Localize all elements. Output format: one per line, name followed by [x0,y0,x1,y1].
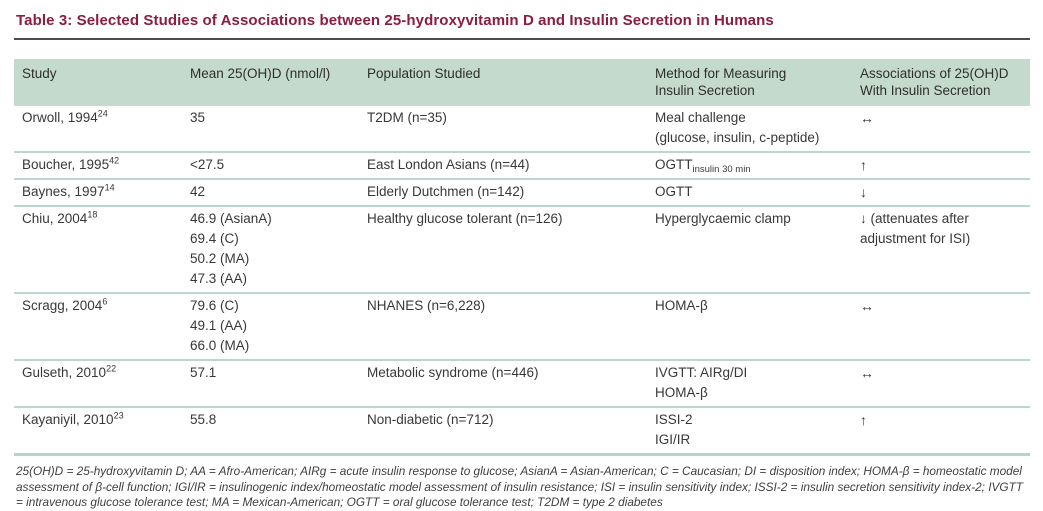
study-cell: Chiu, 200418 [22,209,98,226]
reference-superscript: 22 [106,363,117,374]
population-cell: East London Asians (n=44) [367,157,530,172]
study-cell: Scragg, 20046 [22,296,108,313]
column-header-method: Method for Measuring Insulin Secretion [655,66,787,98]
method-cell: Meal challenge (glucose, insulin, c-pept… [655,110,820,145]
table-row-baynes: Baynes, 199714 42 Elderly Dutchmen (n=14… [14,178,1030,205]
reference-superscript: 24 [97,108,108,119]
population-cell: Metabolic syndrome (n=446) [367,365,539,380]
mean-cell: 42 [190,184,206,199]
reference-superscript: 14 [104,182,115,193]
reference-superscript: 6 [102,296,108,307]
method-cell: OGTT [655,184,693,199]
method-subscript: insulin 30 min [692,164,751,175]
reference-superscript: 23 [113,410,124,421]
association-cell: ↑ [860,157,867,173]
column-header-associations: Associations of 25(OH)D With Insulin Sec… [860,66,1009,98]
table-row-kayaniyil: Kayaniyil, 201023 55.8 Non-diabetic (n=7… [14,406,1030,453]
method-cell: HOMA-β [655,298,708,313]
association-cell: ↓ (attenuates after adjustment for ISI) [860,211,971,246]
association-cell: ↔ [860,365,874,381]
reference-superscript: 18 [87,209,98,220]
population-cell: NHANES (n=6,228) [367,298,486,313]
population-cell: Non-diabetic (n=712) [367,412,494,427]
table-row-boucher: Boucher, 199542 <27.5 East London Asians… [14,151,1030,178]
study-cell: Orwoll, 199424 [22,108,108,125]
population-cell: Healthy glucose tolerant (n=126) [367,211,563,226]
population-cell: T2DM (n=35) [367,110,447,125]
association-cell: ↓ [860,184,867,200]
mean-cell: <27.5 [190,157,225,172]
column-header-population: Population Studied [367,66,481,81]
population-cell: Elderly Dutchmen (n=142) [367,184,525,199]
column-header-study: Study [22,66,57,81]
method-cell: IVGTT: AIRg/DI HOMA-β [655,365,748,400]
column-header-mean: Mean 25(OH)D (nmol/l) [190,66,331,81]
study-cell: Boucher, 199542 [22,155,120,172]
mean-cell: 46.9 (AsianA) 69.4 (C) 50.2 (MA) 47.3 (A… [190,211,272,286]
mean-cell: 57.1 [190,365,217,380]
method-cell: ISSI-2 IGI/IR [655,412,693,447]
table-row-gulseth: Gulseth, 201022 57.1 Metabolic syndrome … [14,359,1030,406]
table-row-scragg: Scragg, 20046 79.6 (C) 49.1 (AA) 66.0 (M… [14,292,1030,359]
table-row-orwoll: Orwoll, 199424 35 T2DM (n=35) Meal chall… [14,106,1030,151]
study-cell: Baynes, 199714 [22,182,115,199]
study-cell: Gulseth, 201022 [22,363,117,380]
association-cell: ↑ [860,412,867,428]
table-row-chiu: Chiu, 200418 46.9 (AsianA) 69.4 (C) 50.2… [14,205,1030,292]
mean-cell: 79.6 (C) 49.1 (AA) 66.0 (MA) [190,298,250,353]
table-header-row: Study Mean 25(OH)D (nmol/l) Population S… [14,59,1030,106]
method-cell: Hyperglycaemic clamp [655,211,791,226]
association-cell: ↔ [860,298,874,314]
mean-cell: 55.8 [190,412,217,427]
association-cell: ↔ [860,110,874,126]
study-cell: Kayaniyil, 201023 [22,410,124,427]
data-table: Study Mean 25(OH)D (nmol/l) Population S… [14,59,1030,456]
method-cell: OGTTinsulin 30 min [655,157,751,175]
mean-cell: 35 [190,110,206,125]
title-divider [14,38,1030,40]
table-title: Table 3: Selected Studies of Association… [16,12,774,29]
table-footnote: 25(OH)D = 25-hydroxyvitamin D; AA = Afro… [16,464,1023,509]
reference-superscript: 42 [109,155,120,166]
table-body: Orwoll, 199424 35 T2DM (n=35) Meal chall… [14,106,1030,453]
